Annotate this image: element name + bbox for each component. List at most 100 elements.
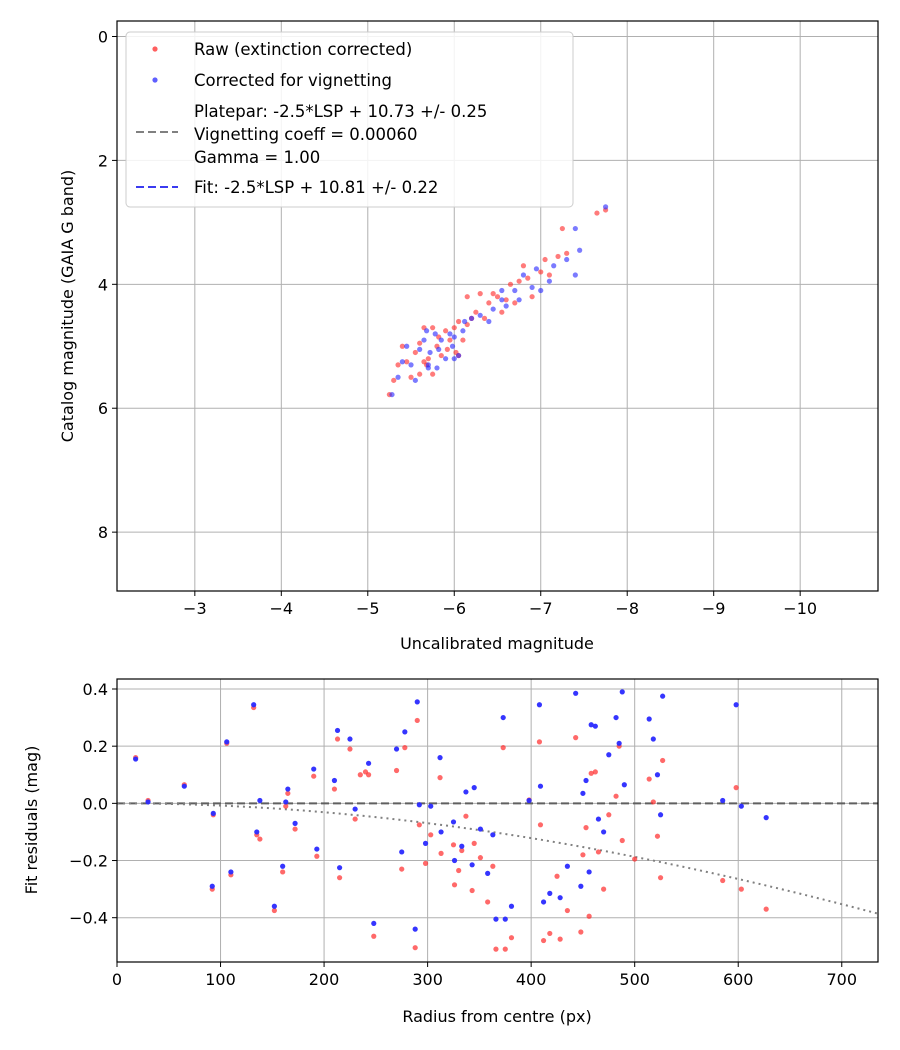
corrected-residual-point — [606, 752, 612, 758]
top-scatter — [386, 204, 609, 398]
raw-point — [408, 374, 414, 380]
corrected-point — [577, 247, 583, 253]
corrected-residual-point — [536, 702, 543, 708]
raw-residual-point — [733, 785, 739, 791]
corrected-point — [447, 331, 453, 337]
corrected-residual-point — [133, 756, 139, 762]
corrected-residual-point — [619, 689, 625, 695]
top-x-tick-label: −3 — [183, 599, 207, 618]
corrected-point — [455, 352, 462, 359]
top-x-tick-label: −4 — [270, 599, 294, 618]
raw-residual-point — [437, 775, 443, 781]
raw-residual-point — [450, 842, 457, 848]
raw-residual-point — [393, 767, 400, 774]
raw-residual-point — [469, 887, 475, 894]
raw-point — [481, 315, 488, 321]
corrected-point — [602, 204, 609, 210]
raw-residual-point — [292, 826, 298, 832]
bottom-x-tick-label: 200 — [309, 970, 340, 989]
raw-residual-point — [337, 875, 343, 881]
raw-residual-point — [352, 816, 358, 822]
raw-residual-point — [422, 860, 429, 866]
raw-point — [503, 297, 509, 303]
raw-point — [417, 371, 423, 377]
raw-residual-point — [456, 867, 462, 874]
corrected-residual-point — [371, 920, 377, 927]
raw-residual-point — [414, 717, 420, 724]
raw-residual-point — [365, 772, 372, 778]
raw-point — [430, 325, 436, 331]
bottom-x-tick-label: 600 — [723, 970, 754, 989]
raw-residual-point — [490, 863, 496, 869]
corrected-residual-point — [738, 803, 744, 809]
corrected-point — [572, 225, 578, 232]
corrected-residual-point — [347, 736, 353, 742]
corrected-residual-point — [613, 714, 619, 721]
raw-residual-point — [428, 832, 434, 838]
corrected-residual-point — [477, 826, 484, 832]
corrected-point — [477, 312, 483, 318]
corrected-residual-point — [573, 690, 579, 696]
corrected-residual-point — [485, 870, 491, 876]
raw-residual-point — [463, 813, 469, 819]
corrected-point — [449, 343, 456, 349]
corrected-residual-point — [422, 840, 429, 846]
legend-marker-raw — [152, 46, 158, 52]
raw-residual-point — [412, 945, 418, 951]
corrected-residual-point — [399, 849, 405, 855]
raw-residual-point — [547, 930, 553, 937]
top-y-tick-label: 2 — [98, 151, 108, 170]
legend-label-platepar-1: Platepar: -2.5*LSP + 10.73 +/- 0.25 — [194, 102, 487, 121]
raw-point — [464, 294, 470, 300]
raw-residual-point — [314, 853, 320, 859]
corrected-residual-point — [251, 702, 257, 708]
corrected-point — [443, 356, 449, 362]
corrected-residual-point — [616, 740, 622, 746]
corrected-residual-point — [451, 857, 458, 864]
raw-point — [421, 359, 427, 365]
raw-residual-point — [311, 773, 317, 779]
corrected-residual-point — [547, 890, 553, 896]
raw-residual-point — [371, 933, 377, 939]
raw-point — [486, 300, 492, 306]
raw-point — [520, 263, 527, 269]
raw-residual-point — [334, 736, 341, 742]
top-y-axis-label: Catalog magnitude (GAIA G band) — [58, 170, 77, 442]
raw-residual-point — [485, 899, 491, 905]
raw-residual-point — [540, 937, 547, 944]
raw-residual-point — [500, 745, 506, 751]
raw-residual-point — [586, 913, 592, 919]
raw-residual-point — [280, 869, 286, 875]
top-x-tick-label: −10 — [783, 599, 817, 618]
raw-point — [477, 291, 483, 297]
corrected-point — [516, 297, 522, 303]
raw-point — [438, 352, 444, 359]
raw-residual-point — [536, 739, 543, 745]
raw-point — [447, 337, 453, 343]
corrected-residual-point — [621, 782, 627, 788]
corrected-point — [408, 362, 414, 368]
corrected-residual-point — [654, 772, 661, 778]
corrected-residual-point — [583, 777, 589, 784]
legend-marker-corrected — [152, 77, 158, 83]
raw-point — [399, 343, 405, 349]
raw-point — [490, 291, 496, 297]
corrected-residual-point — [228, 869, 234, 875]
raw-residual-point — [632, 856, 638, 862]
raw-point — [546, 272, 552, 278]
corrected-residual-point — [493, 916, 499, 922]
corrected-residual-point — [257, 797, 263, 804]
raw-point — [430, 371, 436, 377]
bottom-y-tick-label: 0.2 — [83, 737, 108, 756]
corrected-residual-point — [459, 843, 465, 849]
top-y-tick-label: 8 — [98, 523, 108, 542]
corrected-residual-point — [365, 760, 372, 766]
corrected-residual-point — [292, 820, 298, 826]
corrected-residual-point — [540, 899, 547, 905]
raw-residual-point — [660, 757, 666, 764]
corrected-residual-point — [500, 714, 506, 721]
raw-point — [443, 328, 449, 334]
raw-residual-point — [588, 770, 594, 776]
raw-point — [499, 309, 505, 315]
corrected-residual-point — [592, 723, 598, 729]
